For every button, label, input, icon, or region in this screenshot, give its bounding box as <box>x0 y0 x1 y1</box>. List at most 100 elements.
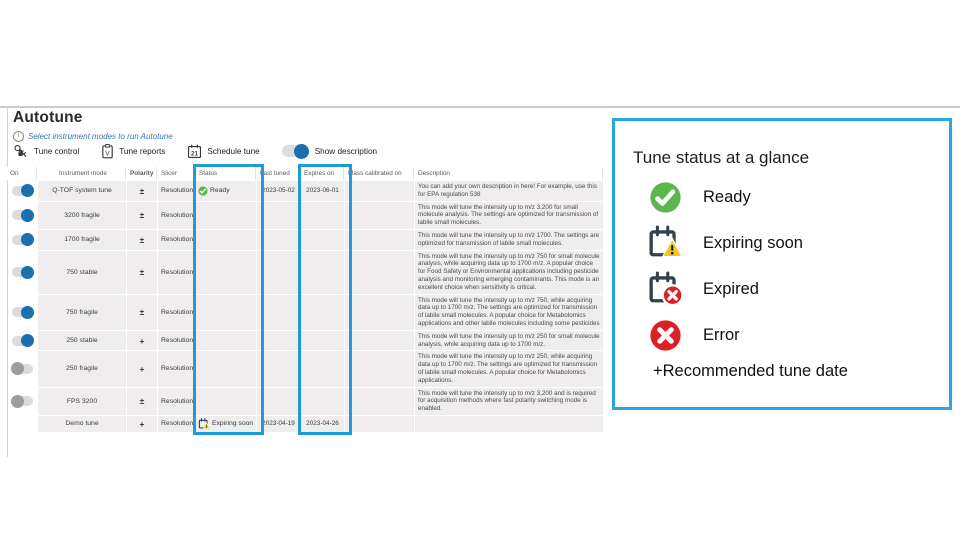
legend-item-label: Ready <box>703 187 751 206</box>
mass-calibrated-cell <box>345 201 414 229</box>
mode-on-toggle[interactable] <box>11 233 34 247</box>
toolbar: Tune control V Tune reports 21 <box>13 142 399 160</box>
show-description-toggle[interactable] <box>281 143 309 159</box>
polarity-cell: + <box>127 351 157 387</box>
mode-on-toggle[interactable] <box>11 305 34 319</box>
svg-text:V: V <box>106 150 111 157</box>
status-cell <box>196 387 256 415</box>
instrument-mode-cell: 750 stable <box>38 250 126 294</box>
legend-footnote: +Recommended tune date <box>653 362 848 380</box>
mode-on-toggle[interactable] <box>10 394 33 408</box>
legend-item-label: Error <box>703 325 740 344</box>
mass-calibrated-cell <box>345 181 414 201</box>
mode-on-toggle[interactable] <box>11 334 34 348</box>
table-row[interactable]: 750 stable ± Resolution This mode will tune… <box>7 250 607 294</box>
mode-on-toggle[interactable] <box>11 265 34 279</box>
mass-calibrated-cell <box>345 330 414 351</box>
legend-title: Tune status at a glance <box>633 148 810 167</box>
table-row[interactable]: Demo tune + Resolution Expiring soon 2023-04… <box>7 415 607 432</box>
expires-on-cell <box>301 387 344 415</box>
mode-on-toggle[interactable] <box>11 184 34 198</box>
column-header-last-tuned: Last tuned <box>257 167 300 180</box>
page-subtitle: Select instrument modes to run Autotune <box>28 132 173 141</box>
tune-status-legend-panel: Tune status at a glance Ready Expiring so… <box>612 118 952 410</box>
table-row[interactable]: Q-TOF system tune ± Resolution Ready 2023-05… <box>7 181 607 201</box>
slicer-cell: Resolution <box>158 330 195 351</box>
instrument-mode-cell: FPS 3200 <box>38 387 126 415</box>
subtitle-row: i Select instrument modes to run Autotun… <box>13 131 173 142</box>
polarity-cell: ± <box>127 294 157 330</box>
instrument-mode-cell: Q-TOF system tune <box>38 181 126 201</box>
expires-on-cell <box>301 250 344 294</box>
expires-on-cell <box>301 330 344 351</box>
instrument-mode-cell: 3200 fragile <box>38 201 126 229</box>
status-label: Expiring soon <box>212 420 254 428</box>
last-tuned-cell <box>257 351 300 387</box>
table-row[interactable]: 250 fragile + Resolution This mode will tun… <box>7 351 607 387</box>
column-header-status: Status <box>196 167 256 180</box>
polarity-cell: ± <box>127 387 157 415</box>
polarity-cell: ± <box>127 201 157 229</box>
instrument-mode-cell: 250 fragile <box>38 351 126 387</box>
on-toggle-cell <box>7 202 37 229</box>
last-tuned-cell <box>257 387 300 415</box>
instrument-mode-cell: Demo tune <box>38 415 126 432</box>
mode-on-toggle[interactable] <box>10 362 33 376</box>
on-toggle-cell <box>7 416 37 432</box>
instrument-modes-table: On Instrument mode Polarity Slicer Status Las… <box>7 164 607 435</box>
last-tuned-cell <box>257 330 300 351</box>
slicer-cell: Resolution <box>158 351 195 387</box>
polarity-cell: + <box>127 330 157 351</box>
column-header-polarity: Polarity <box>127 167 157 180</box>
description-cell: This mode will tune the intensity up to … <box>415 229 603 250</box>
expires-on-cell <box>301 229 344 250</box>
info-icon: i <box>13 131 24 142</box>
mode-on-toggle[interactable] <box>11 208 34 222</box>
description-cell: You can add your own description in here… <box>415 181 603 201</box>
expires-on-cell: 2023-04-26 <box>301 415 344 432</box>
expires-on-cell <box>301 201 344 229</box>
legend-item-label: Expiring soon <box>703 233 803 252</box>
mass-calibrated-cell <box>345 387 414 415</box>
schedule-tune-button[interactable]: 21 Schedule tune <box>187 144 260 159</box>
legend-item-expiring: Expiring soon <box>647 220 949 266</box>
status-cell <box>196 229 256 250</box>
error-legend-icon <box>647 319 683 352</box>
column-header-mass-calibrated-on: Mass calibrated on <box>345 167 414 180</box>
on-toggle-cell <box>7 181 37 201</box>
schedule-tune-label: Schedule tune <box>207 146 260 156</box>
mass-calibrated-cell <box>345 415 414 432</box>
tune-reports-label: Tune reports <box>119 146 166 156</box>
table-row[interactable]: 250 stable + Resolution This mode will tune… <box>7 330 607 351</box>
instrument-mode-cell: 750 fragile <box>38 294 126 330</box>
show-description-group: Show description <box>281 143 377 159</box>
legend-item-ready: Ready <box>647 174 949 220</box>
expires-on-cell <box>301 351 344 387</box>
status-cell <box>196 351 256 387</box>
ready-status-icon <box>198 186 208 196</box>
slicer-cell: Resolution <box>158 181 195 201</box>
on-toggle-cell <box>7 351 37 386</box>
slicer-cell: Resolution <box>158 201 195 229</box>
slicer-cell: Resolution <box>158 229 195 250</box>
on-toggle-cell <box>7 251 37 294</box>
description-cell: This mode will tune the intensity up to … <box>415 294 603 330</box>
tune-control-button[interactable]: Tune control <box>13 144 79 159</box>
status-cell <box>196 201 256 229</box>
description-cell <box>415 415 603 432</box>
window-left-divider <box>7 107 8 457</box>
slicer-cell: Resolution <box>158 294 195 330</box>
on-toggle-cell <box>7 295 37 330</box>
table-row[interactable]: 3200 fragile ± Resolution This mode will tu… <box>7 201 607 229</box>
expires-on-cell <box>301 294 344 330</box>
status-cell <box>196 294 256 330</box>
calendar-21-icon: 21 <box>187 144 202 159</box>
table-row[interactable]: FPS 3200 ± Resolution This mode will tune t… <box>7 387 607 415</box>
table-row[interactable]: 750 fragile ± Resolution This mode will tun… <box>7 294 607 330</box>
table-row[interactable]: 1700 fragile ± Resolution This mode will tu… <box>7 229 607 250</box>
description-cell: This mode will tune the intensity up to … <box>415 250 603 294</box>
tune-reports-button[interactable]: V Tune reports <box>101 143 166 159</box>
instrument-mode-cell: 250 stable <box>38 330 126 351</box>
slicer-cell: Resolution <box>158 387 195 415</box>
